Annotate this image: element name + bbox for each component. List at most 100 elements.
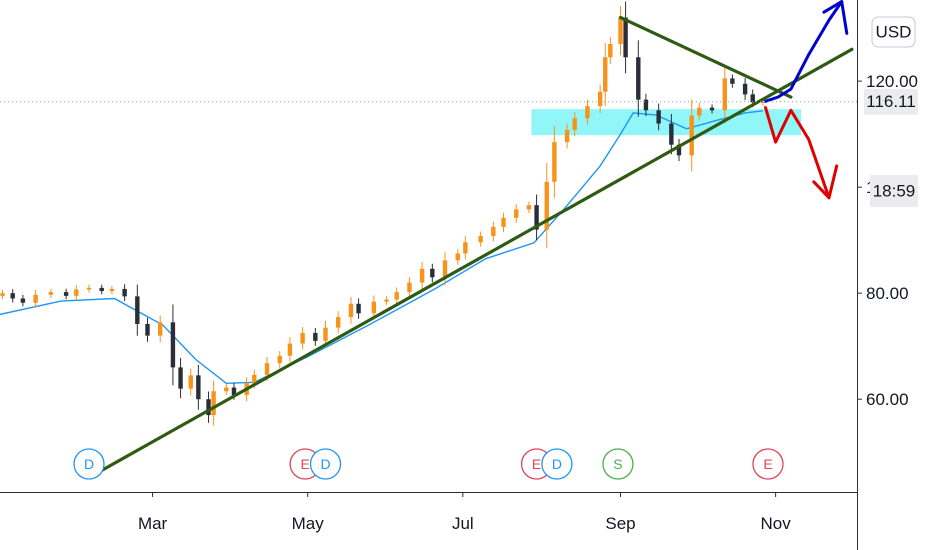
- candle-body: [74, 289, 79, 296]
- bearish-arrowhead: [812, 164, 839, 200]
- candle-body: [597, 91, 603, 107]
- candle-body: [336, 317, 341, 328]
- bullish-arrowhead: [822, 0, 849, 35]
- candle-body: [478, 235, 483, 243]
- candle-body: [442, 260, 448, 278]
- trendlines-layer: [89, 15, 854, 478]
- event-marker-split[interactable]: S: [602, 448, 634, 480]
- event-marker-letter: E: [763, 456, 772, 472]
- candle-body: [636, 57, 641, 100]
- event-marker-circle: [541, 448, 573, 480]
- candle-body: [158, 322, 163, 336]
- candle-body: [178, 367, 183, 389]
- candle-body: [231, 387, 237, 395]
- candle-body: [526, 205, 532, 210]
- event-marker-letter: D: [84, 456, 94, 472]
- candle-body: [669, 123, 674, 145]
- bullish-projection-arrow: [764, 0, 844, 103]
- event-marker-circle: [752, 448, 784, 480]
- resistance-trendline: [618, 15, 793, 99]
- event-marker-circle: [602, 448, 634, 480]
- candle-body: [572, 118, 577, 130]
- event-marker-dividend[interactable]: D: [73, 448, 105, 480]
- candle-body: [86, 287, 92, 290]
- candle-body: [534, 205, 539, 230]
- candle-body: [623, 17, 628, 58]
- x-tick-label: Jul: [452, 514, 474, 533]
- candle-body: [501, 217, 506, 227]
- candle-body: [585, 106, 590, 119]
- candle-body: [656, 110, 661, 124]
- candle-body: [348, 303, 354, 318]
- candle-body: [188, 375, 193, 389]
- currency-button[interactable]: USD: [871, 16, 916, 48]
- candle-body: [224, 387, 229, 392]
- event-marker-letter: D: [320, 456, 330, 472]
- candle-body: [722, 78, 727, 111]
- candle-body: [419, 268, 425, 283]
- candle-body: [407, 282, 412, 293]
- candle-body: [750, 94, 755, 103]
- candle-body: [20, 298, 26, 303]
- candle-body: [514, 209, 519, 218]
- event-marker-letter: S: [613, 456, 622, 472]
- currency-label: USD: [876, 23, 912, 42]
- candle-body: [10, 293, 15, 299]
- candle-body: [300, 332, 305, 344]
- candle-body: [384, 299, 389, 302]
- candle-body: [730, 78, 735, 84]
- candle-body: [491, 226, 496, 236]
- candle-body: [430, 268, 435, 278]
- candle-body: [742, 83, 748, 95]
- event-marker-dividend[interactable]: D: [309, 448, 342, 480]
- event-marker-letter: E: [532, 456, 541, 472]
- candle-body: [603, 57, 608, 92]
- candle-body: [371, 301, 377, 314]
- candle-body: [211, 391, 216, 416]
- time-axis[interactable]: Mar May Jul Sep Nov: [138, 492, 791, 533]
- projection-arrows-layer: [764, 0, 849, 200]
- event-marker-earnings[interactable]: E: [752, 448, 784, 480]
- candle-body: [145, 323, 150, 336]
- candle-body: [356, 303, 361, 314]
- candle-body: [122, 288, 127, 297]
- candle-body: [170, 322, 176, 368]
- candle-body: [463, 242, 468, 254]
- x-tick-label: Nov: [761, 514, 792, 533]
- candle-body: [287, 343, 293, 356]
- candle-body: [48, 292, 54, 295]
- candle-body: [323, 327, 328, 341]
- y-tick-label: 120.00: [866, 72, 918, 91]
- event-marker-dividend[interactable]: D: [541, 448, 573, 480]
- candle-body: [109, 288, 115, 292]
- candle-body: [618, 17, 623, 45]
- support-zone-rect: [531, 109, 802, 136]
- event-marker-circle: [73, 448, 105, 480]
- candle-body: [63, 292, 69, 296]
- candle-body: [564, 129, 570, 143]
- x-tick-label: Sep: [605, 514, 635, 533]
- candle-body: [206, 399, 211, 416]
- x-tick-label: Mar: [138, 514, 168, 533]
- candle-body: [643, 99, 649, 111]
- x-tick-label: May: [292, 514, 325, 533]
- candle-body: [313, 332, 318, 341]
- candle-body: [455, 253, 460, 261]
- candle-body: [394, 292, 399, 300]
- candle-body: [697, 107, 702, 116]
- candle-body: [544, 181, 549, 230]
- y-tick-label: 80.00: [866, 284, 909, 303]
- candle-body: [0, 293, 5, 296]
- support-zone-layer: [531, 109, 802, 136]
- last-price-tag: 116.11: [864, 88, 918, 115]
- candle-body: [277, 355, 282, 364]
- candle-body: [135, 296, 140, 324]
- candle-body: [196, 375, 201, 400]
- candle-body: [760, 101, 766, 103]
- last-price-value: 116.11: [866, 92, 915, 111]
- y-tick-label: 60.00: [866, 390, 909, 409]
- support-trendline: [89, 47, 854, 478]
- countdown-value: 18:59: [873, 182, 916, 201]
